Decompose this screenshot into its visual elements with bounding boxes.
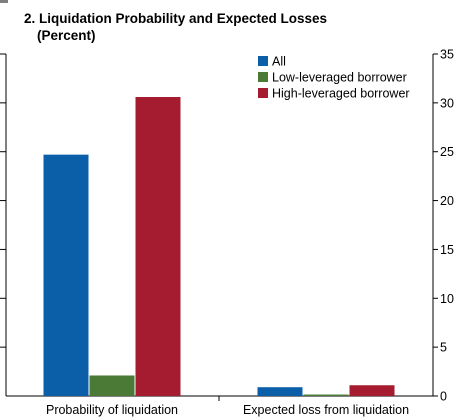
- chart-title: 2. Liquidation Probability and Expected …: [24, 11, 327, 26]
- right-y-tick-label: 20: [440, 194, 454, 208]
- legend-swatch: [258, 56, 268, 66]
- category-labels: Probability of liquidation Expected loss …: [46, 403, 409, 417]
- right-y-tick-label: 10: [440, 292, 454, 306]
- bar: [349, 385, 395, 396]
- bar: [303, 394, 349, 396]
- bars: [43, 96, 395, 396]
- bar: [257, 387, 303, 396]
- legend-swatch: [258, 72, 268, 82]
- legend: All Low-leveraged borrower High-leveraged …: [258, 55, 410, 101]
- x-category-label: Expected loss from liquidation: [243, 403, 409, 417]
- legend-label: Low-leveraged borrower: [272, 71, 407, 85]
- bar: [89, 375, 135, 396]
- bar: [43, 154, 89, 396]
- right-y-tick-label: 35: [440, 48, 454, 62]
- right-y-tick-label: 30: [440, 96, 454, 110]
- bar: [135, 96, 181, 396]
- right-y-tick-label: 15: [440, 243, 454, 257]
- title-accent-mark: [0, 0, 8, 3]
- legend-label: High-leveraged borrower: [272, 87, 410, 101]
- chart-subtitle: (Percent): [37, 28, 96, 43]
- right-y-tick-label: 0: [440, 390, 447, 404]
- legend-swatch: [258, 88, 268, 98]
- legend-label: All: [272, 55, 286, 69]
- x-category-label: Probability of liquidation: [46, 403, 178, 417]
- right-y-tick-label: 5: [440, 341, 447, 355]
- chart-header: 2. Liquidation Probability and Expected …: [0, 0, 327, 43]
- right-y-tick-label: 25: [440, 145, 454, 159]
